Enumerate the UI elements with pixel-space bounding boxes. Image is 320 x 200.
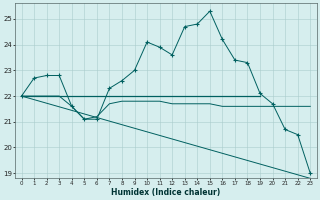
- X-axis label: Humidex (Indice chaleur): Humidex (Indice chaleur): [111, 188, 220, 197]
